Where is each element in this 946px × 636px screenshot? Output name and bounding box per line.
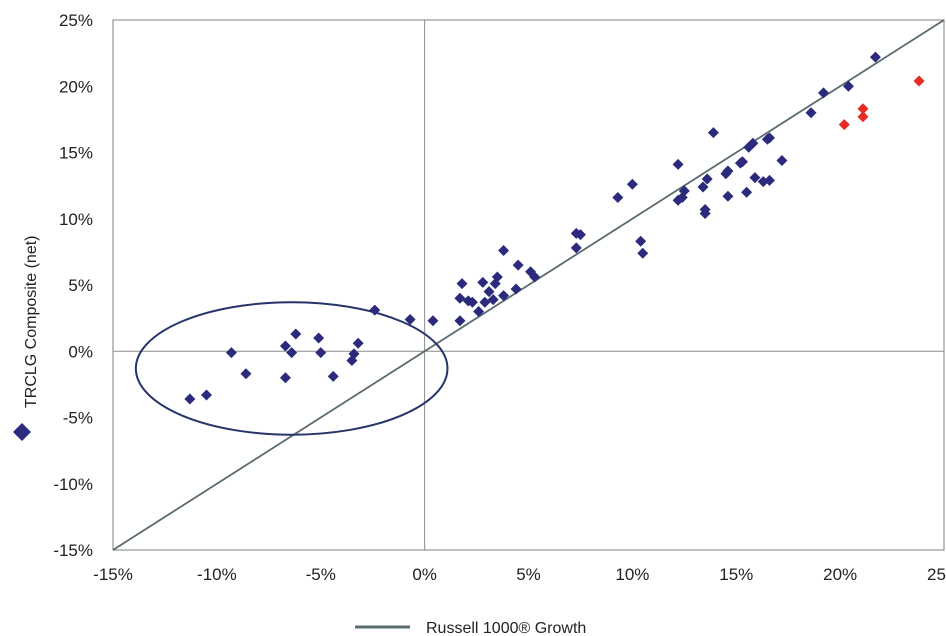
scatter-point (279, 340, 291, 352)
scatter-point (672, 158, 684, 170)
y-tick-label: 15% (59, 144, 93, 163)
scatter-point (313, 332, 325, 344)
scatter-point (763, 174, 775, 186)
scatter-point (290, 328, 302, 340)
scatter-point (529, 271, 541, 283)
scatter-point (741, 186, 753, 198)
scatter-point (454, 292, 466, 304)
scatter-point (498, 245, 510, 257)
y-tick-label: 0% (68, 342, 93, 361)
scatter-point (466, 296, 478, 308)
y-tick-label: 10% (59, 210, 93, 229)
scatter-point (479, 296, 491, 308)
scatter-point (200, 389, 212, 401)
scatter-point (574, 229, 586, 241)
legend-diamond-marker (13, 423, 31, 441)
legend-label: Russell 1000® Growth (426, 620, 586, 636)
x-axis-ticks: -15% -10% -5% 0% 5% 10% 15% 20% 25% (93, 565, 946, 584)
scatter-point (763, 132, 775, 144)
x-tick-label: 15% (719, 565, 753, 584)
zero-lines (113, 20, 944, 550)
x-tick-label: 5% (516, 565, 541, 584)
scatter-point (707, 127, 719, 139)
diagonal-line (112, 19, 945, 551)
x-tick-label: 25% (927, 565, 946, 584)
scatter-point (456, 278, 468, 290)
scatter-point (427, 315, 439, 327)
scatter-point (635, 235, 647, 247)
y-tick-label: 5% (68, 276, 93, 295)
scatter-point (487, 294, 499, 306)
scatter-point (701, 173, 713, 185)
x-tick-label: 10% (615, 565, 649, 584)
y-axis-ticks: -15% -10% -5% 0% 5% 10% 15% 20% 25% (53, 11, 93, 560)
scatter-point (473, 306, 485, 317)
legend: Russell 1000® Growth (355, 620, 586, 636)
scatter-point (637, 247, 649, 259)
scatter-point (857, 103, 869, 115)
scatter-point (857, 111, 869, 123)
scatter-point (498, 290, 510, 302)
x-tick-label: 0% (412, 565, 437, 584)
scatter-point (327, 370, 339, 382)
scatter-point (697, 181, 709, 193)
scatter-point (805, 107, 817, 119)
scatter-point (699, 203, 711, 215)
y-tick-label: -5% (63, 409, 93, 428)
y-tick-label: 25% (59, 11, 93, 30)
scatter-point (512, 259, 524, 271)
scatter-point (491, 271, 503, 283)
y-axis-title: TRCLG Composite (net) (23, 236, 40, 409)
scatter-point (348, 348, 360, 360)
x-tick-label: -5% (306, 565, 336, 584)
x-tick-label: -10% (197, 565, 237, 584)
scatter-point (747, 137, 759, 149)
scatter-point (722, 190, 734, 202)
data-points (184, 51, 925, 405)
scatter-point (776, 154, 788, 166)
scatter-point (454, 315, 466, 327)
x-tick-label: -15% (93, 565, 133, 584)
scatter-point (626, 178, 638, 190)
ellipse-outline (134, 301, 449, 436)
scatter-point (225, 347, 237, 359)
x-tick-label: 20% (823, 565, 857, 584)
scatter-point (352, 337, 364, 349)
scatter-point (477, 276, 489, 288)
scatter-point (184, 393, 196, 405)
scatter-point (510, 283, 522, 295)
scatter-point (842, 80, 854, 92)
scatter-point (612, 192, 624, 204)
scatter-point (913, 75, 925, 87)
russell-1000-growth-line (112, 19, 945, 551)
scatter-point (869, 51, 881, 63)
scatter-point (404, 313, 416, 325)
scatter-point (240, 368, 252, 380)
scatter-point (369, 304, 381, 316)
scatter-point (678, 185, 690, 197)
scatter-point (570, 242, 582, 254)
scatter-point (483, 286, 495, 298)
scatter-point (736, 156, 748, 168)
y-axis-label: TRCLG Composite (net) (13, 236, 40, 441)
scatter-point (749, 172, 761, 184)
y-tick-label: -10% (53, 475, 93, 494)
scatter-point (286, 347, 298, 359)
scatter-point (838, 119, 850, 131)
highlight-ellipse (134, 301, 449, 436)
y-tick-label: 20% (59, 77, 93, 96)
scatter-point (722, 165, 734, 177)
y-tick-label: -15% (53, 541, 93, 560)
scatter-point (279, 372, 291, 384)
scatter-point (315, 347, 327, 359)
scatter-point (818, 87, 830, 99)
